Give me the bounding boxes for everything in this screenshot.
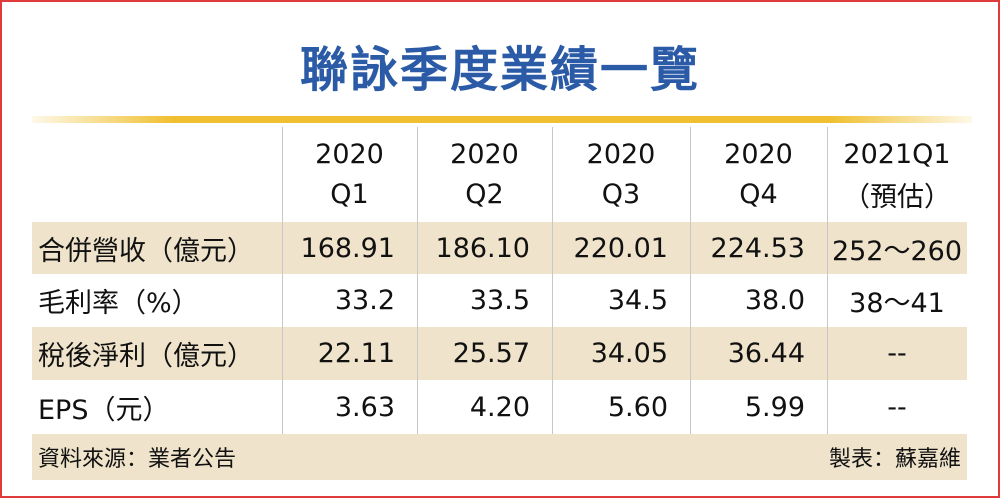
column-header: Q1 (330, 178, 369, 210)
table-cell: 38～41 (849, 288, 945, 319)
row-label: 毛利率（%） (38, 288, 199, 319)
column-header: 2020 (315, 138, 384, 170)
column-header: 2020 (586, 138, 656, 170)
divider (32, 116, 972, 123)
table-cell: 34.05 (590, 338, 668, 369)
row-label: 稅後淨利（億元） (38, 341, 254, 372)
table-cell: 224.53 (710, 232, 805, 264)
column-header: （預估） (843, 181, 951, 213)
row-band (32, 222, 967, 274)
row-label: 合併營收（億元） (38, 235, 254, 267)
column-header: Q4 (739, 178, 778, 210)
table-cell: 168.91 (300, 232, 395, 264)
column-header: 2021Q1 (843, 138, 951, 170)
table-cell: 33.2 (334, 285, 395, 316)
table-cell: 5.99 (744, 391, 805, 423)
table-cell: 33.5 (469, 285, 530, 316)
table-cell: 3.63 (334, 391, 395, 423)
table-cell: 38.0 (744, 285, 805, 316)
row-band (32, 327, 967, 380)
column-header: 2020 (724, 138, 793, 170)
table-cell: 34.5 (607, 285, 668, 316)
row-label: EPS（元） (38, 394, 170, 426)
column-divider (282, 127, 283, 434)
table-cell: 25.57 (452, 338, 530, 369)
column-divider (552, 127, 553, 434)
column-header: 2020 (450, 138, 519, 170)
table-cell: 220.01 (573, 232, 668, 264)
table-cell: 5.60 (607, 391, 668, 423)
table-cell: 36.44 (727, 338, 805, 369)
column-divider (827, 127, 828, 434)
column-divider (690, 127, 691, 434)
credit: 製表：蘇嘉維 (828, 447, 961, 472)
column-divider (417, 127, 418, 434)
table-cell: 22.11 (317, 338, 395, 369)
table-cell: -- (887, 391, 907, 423)
footer-band (32, 434, 967, 480)
column-header: Q3 (601, 178, 641, 210)
column-header: Q2 (465, 178, 504, 210)
table-cell: 186.10 (435, 232, 530, 264)
table-cell: -- (887, 338, 907, 369)
title: 聯詠季度業績一覽 (299, 42, 700, 98)
table-cell: 252～260 (831, 235, 963, 267)
table-cell: 4.20 (469, 391, 530, 423)
source: 資料來源：業者公告 (38, 447, 237, 472)
